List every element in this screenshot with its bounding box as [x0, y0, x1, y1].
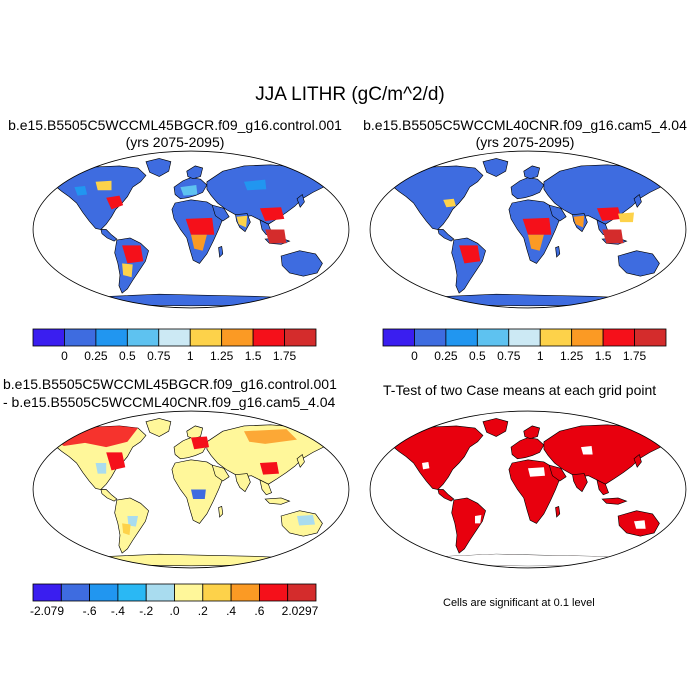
map-panel-2	[369, 150, 687, 309]
colorbar-swatch	[145, 583, 175, 602]
colorbar-swatch	[158, 328, 191, 347]
colorbar-panel-3: -2.079 -.6 -.4 -.2 .0 .2 .4 .6 2.0297	[30, 583, 319, 618]
colorbar-swatch	[602, 328, 635, 347]
panel-3-title-line2: - b.e15.B5505C5WCCML40CNR.f09_g16.cam5_4…	[3, 394, 336, 410]
colorbar-swatch	[252, 328, 285, 347]
map-panel-2-land	[389, 158, 674, 307]
colorbar-swatch	[284, 328, 317, 347]
panel-1-title: b.e15.B5505C5WCCML45BGCR.f09_g16.control…	[0, 117, 350, 151]
colorbar-swatch	[126, 328, 160, 347]
map-panel-3	[32, 410, 350, 569]
colorbar-swatch	[89, 583, 119, 602]
panel-1-title-line2: (yrs 2075-2095)	[125, 134, 225, 150]
colorbar-swatch	[117, 583, 147, 602]
map-panel-1-land	[52, 158, 337, 307]
colorbar-swatch	[539, 328, 573, 347]
colorbar-panel-1: 0 0.25 0.5 0.75 1 1.25 1.5 1.75	[32, 328, 317, 363]
colorbar-tick-label: -.2	[139, 604, 153, 618]
colorbar-swatch	[64, 328, 97, 347]
colorbar-swatch	[221, 328, 254, 347]
colorbar-tick-label: 1.5	[245, 349, 262, 363]
colorbar-tick-label: 0.75	[497, 349, 521, 363]
colorbar-tick-label: 0.25	[84, 349, 108, 363]
colorbar-swatch	[258, 583, 289, 602]
colorbar-swatch	[382, 328, 415, 347]
colorbar-swatch	[32, 328, 65, 347]
colorbar-tick-label: .6	[254, 604, 264, 618]
panel-3-title: b.e15.B5505C5WCCML45BGCR.f09_g16.control…	[3, 375, 337, 411]
significance-footnote: Cells are significant at 0.1 level	[443, 597, 595, 609]
colorbar-tick-label: -.4	[111, 604, 125, 618]
colorbar-swatch	[95, 328, 128, 347]
colorbar-tick-label: 1.75	[623, 349, 647, 363]
colorbar-swatch	[202, 583, 232, 602]
colorbar-tick-label: -.6	[83, 604, 97, 618]
colorbar-swatch	[508, 328, 541, 347]
colorbar-tick-label: .2	[198, 604, 208, 618]
colorbar-tick-label: .4	[226, 604, 236, 618]
colorbar-tick-label: 1.75	[273, 349, 297, 363]
colorbar-swatch	[634, 328, 667, 347]
colorbar-tick-label: .0	[169, 604, 179, 618]
colorbar-swatch	[174, 583, 204, 602]
map-panel-3-land	[52, 418, 337, 567]
map-panel-1	[32, 150, 350, 309]
colorbar-panel-2: 0 0.25 0.5 0.75 1 1.25 1.5 1.75	[382, 328, 667, 363]
colorbar-swatch	[445, 328, 478, 347]
map-panel-4-land	[389, 418, 674, 567]
main-title: JJA LITHR (gC/m^2/d)	[255, 84, 445, 105]
colorbar-tick-label: 0	[61, 349, 68, 363]
colorbar-tick-label: 1.25	[210, 349, 234, 363]
colorbar-swatch	[414, 328, 447, 347]
colorbar-tick-label: 2.0297	[282, 604, 319, 618]
panel-4-title: T-Test of two Case means at each grid po…	[383, 382, 657, 398]
colorbar-tick-label: 0	[411, 349, 418, 363]
colorbar-tick-label: 0.75	[147, 349, 171, 363]
colorbar-swatch	[32, 583, 62, 602]
colorbar-swatch	[230, 583, 260, 602]
colorbar-swatch	[189, 328, 223, 347]
colorbar-swatch	[60, 583, 90, 602]
colorbar-tick-label: 1.25	[560, 349, 584, 363]
panel-2-title-line1: b.e15.B5505C5WCCML40CNR.f09_g16.cam5_4.0…	[363, 117, 687, 133]
colorbar-swatch	[476, 328, 510, 347]
colorbar-tick-label: 0.25	[434, 349, 458, 363]
colorbar-tick-label: 0.5	[119, 349, 136, 363]
colorbar-tick-label: 0.5	[469, 349, 486, 363]
colorbar-swatch	[287, 583, 317, 602]
colorbar-tick-label: 1	[187, 349, 194, 363]
map-panel-4	[369, 410, 687, 569]
panel-2-title-line2: (yrs 2075-2095)	[475, 134, 575, 150]
panel-2-title: b.e15.B5505C5WCCML40CNR.f09_g16.cam5_4.0…	[355, 117, 695, 151]
colorbar-tick-label: 1	[537, 349, 544, 363]
panel-3-title-line1: b.e15.B5505C5WCCML45BGCR.f09_g16.control…	[3, 376, 337, 392]
colorbar-tick-label: 1.5	[595, 349, 612, 363]
colorbar-tick-label: -2.079	[30, 604, 64, 618]
panel-1-title-line1: b.e15.B5505C5WCCML45BGCR.f09_g16.control…	[8, 117, 342, 133]
colorbar-swatch	[571, 328, 604, 347]
